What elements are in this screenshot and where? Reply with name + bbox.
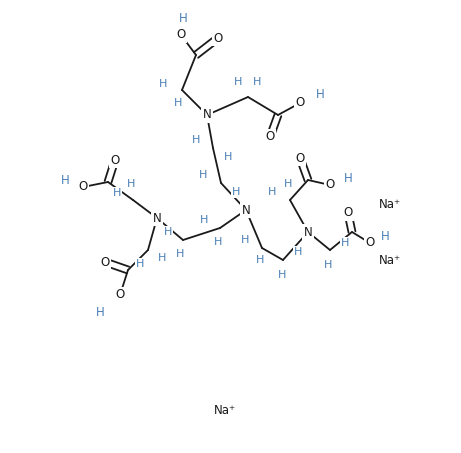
Text: H: H (284, 179, 292, 189)
Text: H: H (61, 174, 69, 188)
Text: H: H (113, 188, 121, 198)
Text: O: O (78, 180, 88, 193)
Text: H: H (294, 247, 302, 257)
Text: H: H (232, 187, 240, 197)
Text: H: H (200, 215, 208, 225)
Text: Na⁺: Na⁺ (379, 198, 401, 212)
Text: H: H (241, 235, 249, 245)
Text: N: N (153, 212, 161, 225)
Text: H: H (176, 249, 184, 259)
Text: H: H (164, 227, 172, 237)
Text: O: O (177, 29, 186, 42)
Text: H: H (341, 238, 349, 248)
Text: H: H (381, 231, 390, 244)
Text: O: O (325, 178, 335, 192)
Text: H: H (234, 77, 242, 87)
Text: H: H (174, 98, 182, 108)
Text: H: H (136, 259, 144, 269)
Text: O: O (266, 130, 275, 144)
Text: O: O (115, 289, 124, 302)
Text: Na⁺: Na⁺ (214, 404, 236, 416)
Text: H: H (324, 260, 332, 270)
Text: H: H (256, 255, 264, 265)
Text: H: H (95, 305, 104, 318)
Text: O: O (366, 236, 375, 250)
Text: H: H (158, 253, 166, 263)
Text: H: H (278, 270, 286, 280)
Text: H: H (224, 152, 232, 162)
Text: Na⁺: Na⁺ (379, 254, 401, 266)
Text: H: H (192, 135, 200, 145)
Text: H: H (316, 88, 325, 101)
Text: O: O (296, 96, 305, 110)
Text: N: N (203, 109, 212, 121)
Text: H: H (127, 179, 135, 189)
Text: H: H (178, 11, 187, 24)
Text: O: O (296, 151, 305, 164)
Text: H: H (214, 237, 222, 247)
Text: N: N (304, 226, 313, 238)
Text: N: N (242, 203, 250, 217)
Text: H: H (343, 172, 352, 184)
Text: H: H (159, 79, 167, 89)
Text: O: O (100, 255, 110, 269)
Text: O: O (110, 154, 119, 167)
Text: O: O (343, 207, 353, 220)
Text: H: H (253, 77, 261, 87)
Text: O: O (213, 32, 223, 44)
Text: H: H (268, 187, 276, 197)
Text: H: H (199, 170, 207, 180)
